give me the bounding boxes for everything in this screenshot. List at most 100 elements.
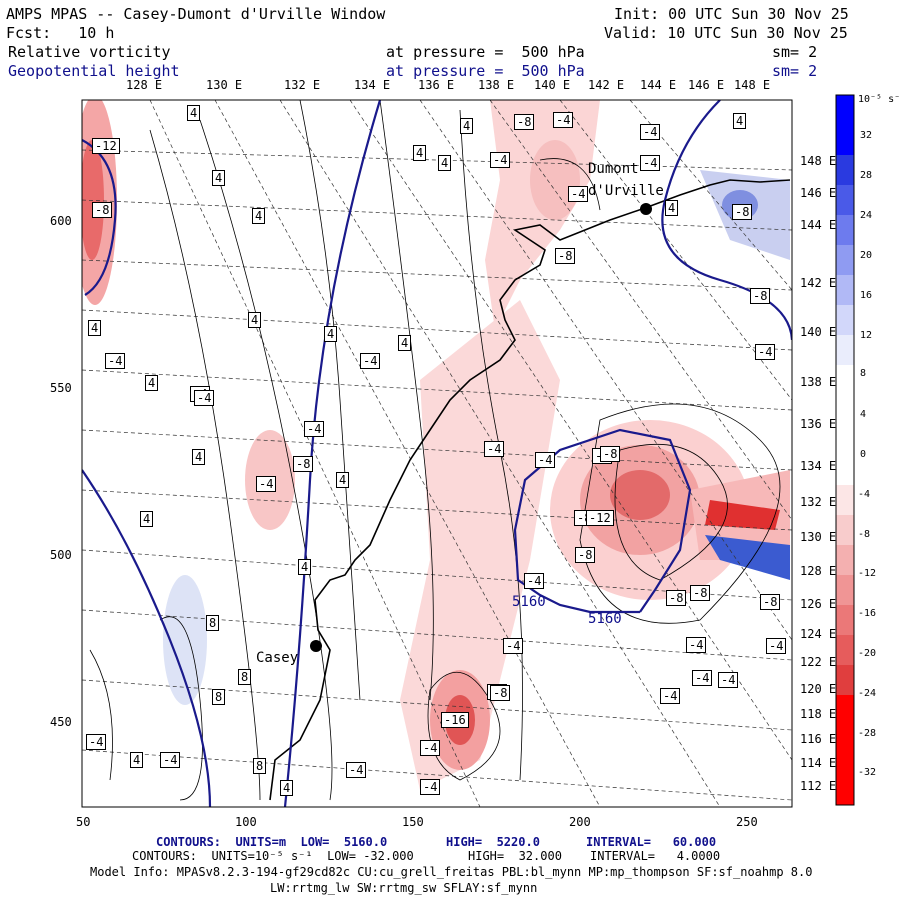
contour-label: -8 (514, 114, 535, 130)
contour-label: -4 (568, 186, 589, 202)
contour-label: -4 (420, 740, 441, 756)
lon-label: 124 E (800, 627, 837, 641)
colorbar-tick: 32 (860, 130, 873, 141)
lon-label: 112 E (800, 779, 837, 793)
contour-label: -4 (692, 670, 713, 686)
vorticity-contour-info: CONTOURS: UNITS=10⁻⁵ s⁻¹ LOW= -32.000 (132, 849, 414, 863)
contour-label: 4 (212, 170, 226, 186)
x-tick: 50 (76, 815, 91, 829)
contour-label: -4 (490, 152, 511, 168)
height-contour-info: CONTOURS: UNITS=m LOW= 5160.0 (156, 835, 388, 849)
contour-label: -8 (575, 547, 596, 563)
colorbar-tick: -12 (858, 568, 877, 579)
contour-label: -4 (660, 688, 681, 704)
contour-label: 4 (460, 118, 474, 134)
colorbar-tick: -16 (858, 608, 877, 619)
lon-label: 144 E (640, 78, 677, 92)
lon-label: 146 E (688, 78, 725, 92)
lon-label: 142 E (800, 276, 837, 290)
lon-label: 148 E (734, 78, 771, 92)
field2-smoothing: sm= 2 (772, 62, 818, 80)
forecast-hour: Fcst: 10 h (6, 24, 115, 42)
contour-label: -8 (760, 594, 781, 610)
contour-label: -4 (256, 476, 277, 492)
contour-label: -4 (686, 637, 707, 653)
colorbar-tick: 20 (860, 250, 873, 261)
contour-label: -4 (553, 112, 574, 128)
contour-label: -4 (640, 124, 661, 140)
map-title: AMPS MPAS -- Casey-Dumont d'Urville Wind… (6, 5, 386, 23)
lon-label: 148 E (800, 154, 837, 168)
height-contour-high: HIGH= 5220.0 (446, 835, 540, 849)
contour-label: -4 (360, 353, 381, 369)
contour-label: -8 (600, 446, 621, 462)
lon-label: 128 E (126, 78, 163, 92)
lon-label: 134 E (800, 459, 837, 473)
colorbar-tick: 16 (860, 290, 873, 301)
colorbar-tick: 24 (860, 210, 873, 221)
contour-label: -4 (535, 452, 556, 468)
contour-label: -4 (718, 672, 739, 688)
contour-label: -4 (105, 353, 126, 369)
lon-label: 138 E (478, 78, 515, 92)
vorticity-contour-high: HIGH= 32.000 (468, 849, 562, 863)
contour-label: -8 (750, 288, 771, 304)
lon-label: 126 E (800, 597, 837, 611)
valid-time: Valid: 10 UTC Sun 30 Nov 25 (604, 24, 848, 42)
lon-label: 130 E (800, 530, 837, 544)
lon-label: 116 E (800, 732, 837, 746)
colorbar-unit: 10⁻⁵ s⁻¹ (858, 94, 900, 105)
colorbar-tick: -4 (858, 489, 871, 500)
height-contour-interval: INTERVAL= 60.000 (586, 835, 717, 849)
contour-label: -4 (503, 638, 524, 654)
height-contour-label: 5160 (588, 611, 622, 627)
contour-label: 4 (88, 320, 102, 336)
contour-label: -4 (346, 762, 367, 778)
lon-label: 134 E (354, 78, 391, 92)
contour-label: 4 (130, 752, 144, 768)
contour-label: 4 (298, 559, 312, 575)
dumont-label: Dumont d'Urville (588, 161, 664, 199)
height-contour-label: 5160 (512, 594, 546, 610)
contour-label: 4 (192, 449, 206, 465)
colorbar-tick: -32 (858, 767, 877, 778)
colorbar-tick: 0 (860, 449, 867, 460)
x-tick: 100 (235, 815, 257, 829)
contour-label: -4 (304, 421, 325, 437)
contour-label: 8 (212, 689, 226, 705)
contour-label: -12 (586, 510, 614, 526)
contour-label: -16 (441, 712, 469, 728)
coastline (269, 179, 791, 801)
field2-level: at pressure = 500 hPa (386, 62, 585, 80)
dumont-station-marker (640, 203, 652, 215)
lon-label: 146 E (800, 186, 837, 200)
contour-label: 4 (438, 155, 452, 171)
lon-label: 128 E (800, 564, 837, 578)
contour-label: -4 (755, 344, 776, 360)
contour-label: -4 (160, 752, 181, 768)
y-tick: 500 (50, 548, 72, 562)
contour-label: -4 (420, 779, 441, 795)
lon-label: 136 E (418, 78, 455, 92)
model-info-line2: LW:rrtmg_lw SW:rrtmg_sw SFLAY:sf_mynn (270, 881, 538, 895)
lon-label: 144 E (800, 218, 837, 232)
field2-name: Geopotential height (8, 62, 180, 80)
contour-label: -4 (194, 390, 215, 406)
colorbar-tick: -20 (858, 648, 877, 659)
contour-label: 4 (187, 105, 201, 121)
model-info: Model Info: MPASv8.2.3-194-gf29cd82c CU:… (90, 865, 813, 879)
lon-label: 136 E (800, 417, 837, 431)
colorbar (835, 94, 855, 806)
contour-label: 4 (398, 335, 412, 351)
lon-label: 132 E (800, 495, 837, 509)
field1-level: at pressure = 500 hPa (386, 43, 585, 61)
contour-label: -8 (690, 585, 711, 601)
field1-smoothing: sm= 2 (772, 43, 818, 61)
casey-label: Casey (256, 650, 299, 666)
init-time: Init: 00 UTC Sun 30 Nov 25 (614, 5, 849, 23)
contour-label: 4 (280, 780, 294, 796)
lon-label: 138 E (800, 375, 837, 389)
contour-label: 4 (140, 511, 154, 527)
contour-label: -12 (92, 138, 120, 154)
x-tick: 150 (402, 815, 424, 829)
